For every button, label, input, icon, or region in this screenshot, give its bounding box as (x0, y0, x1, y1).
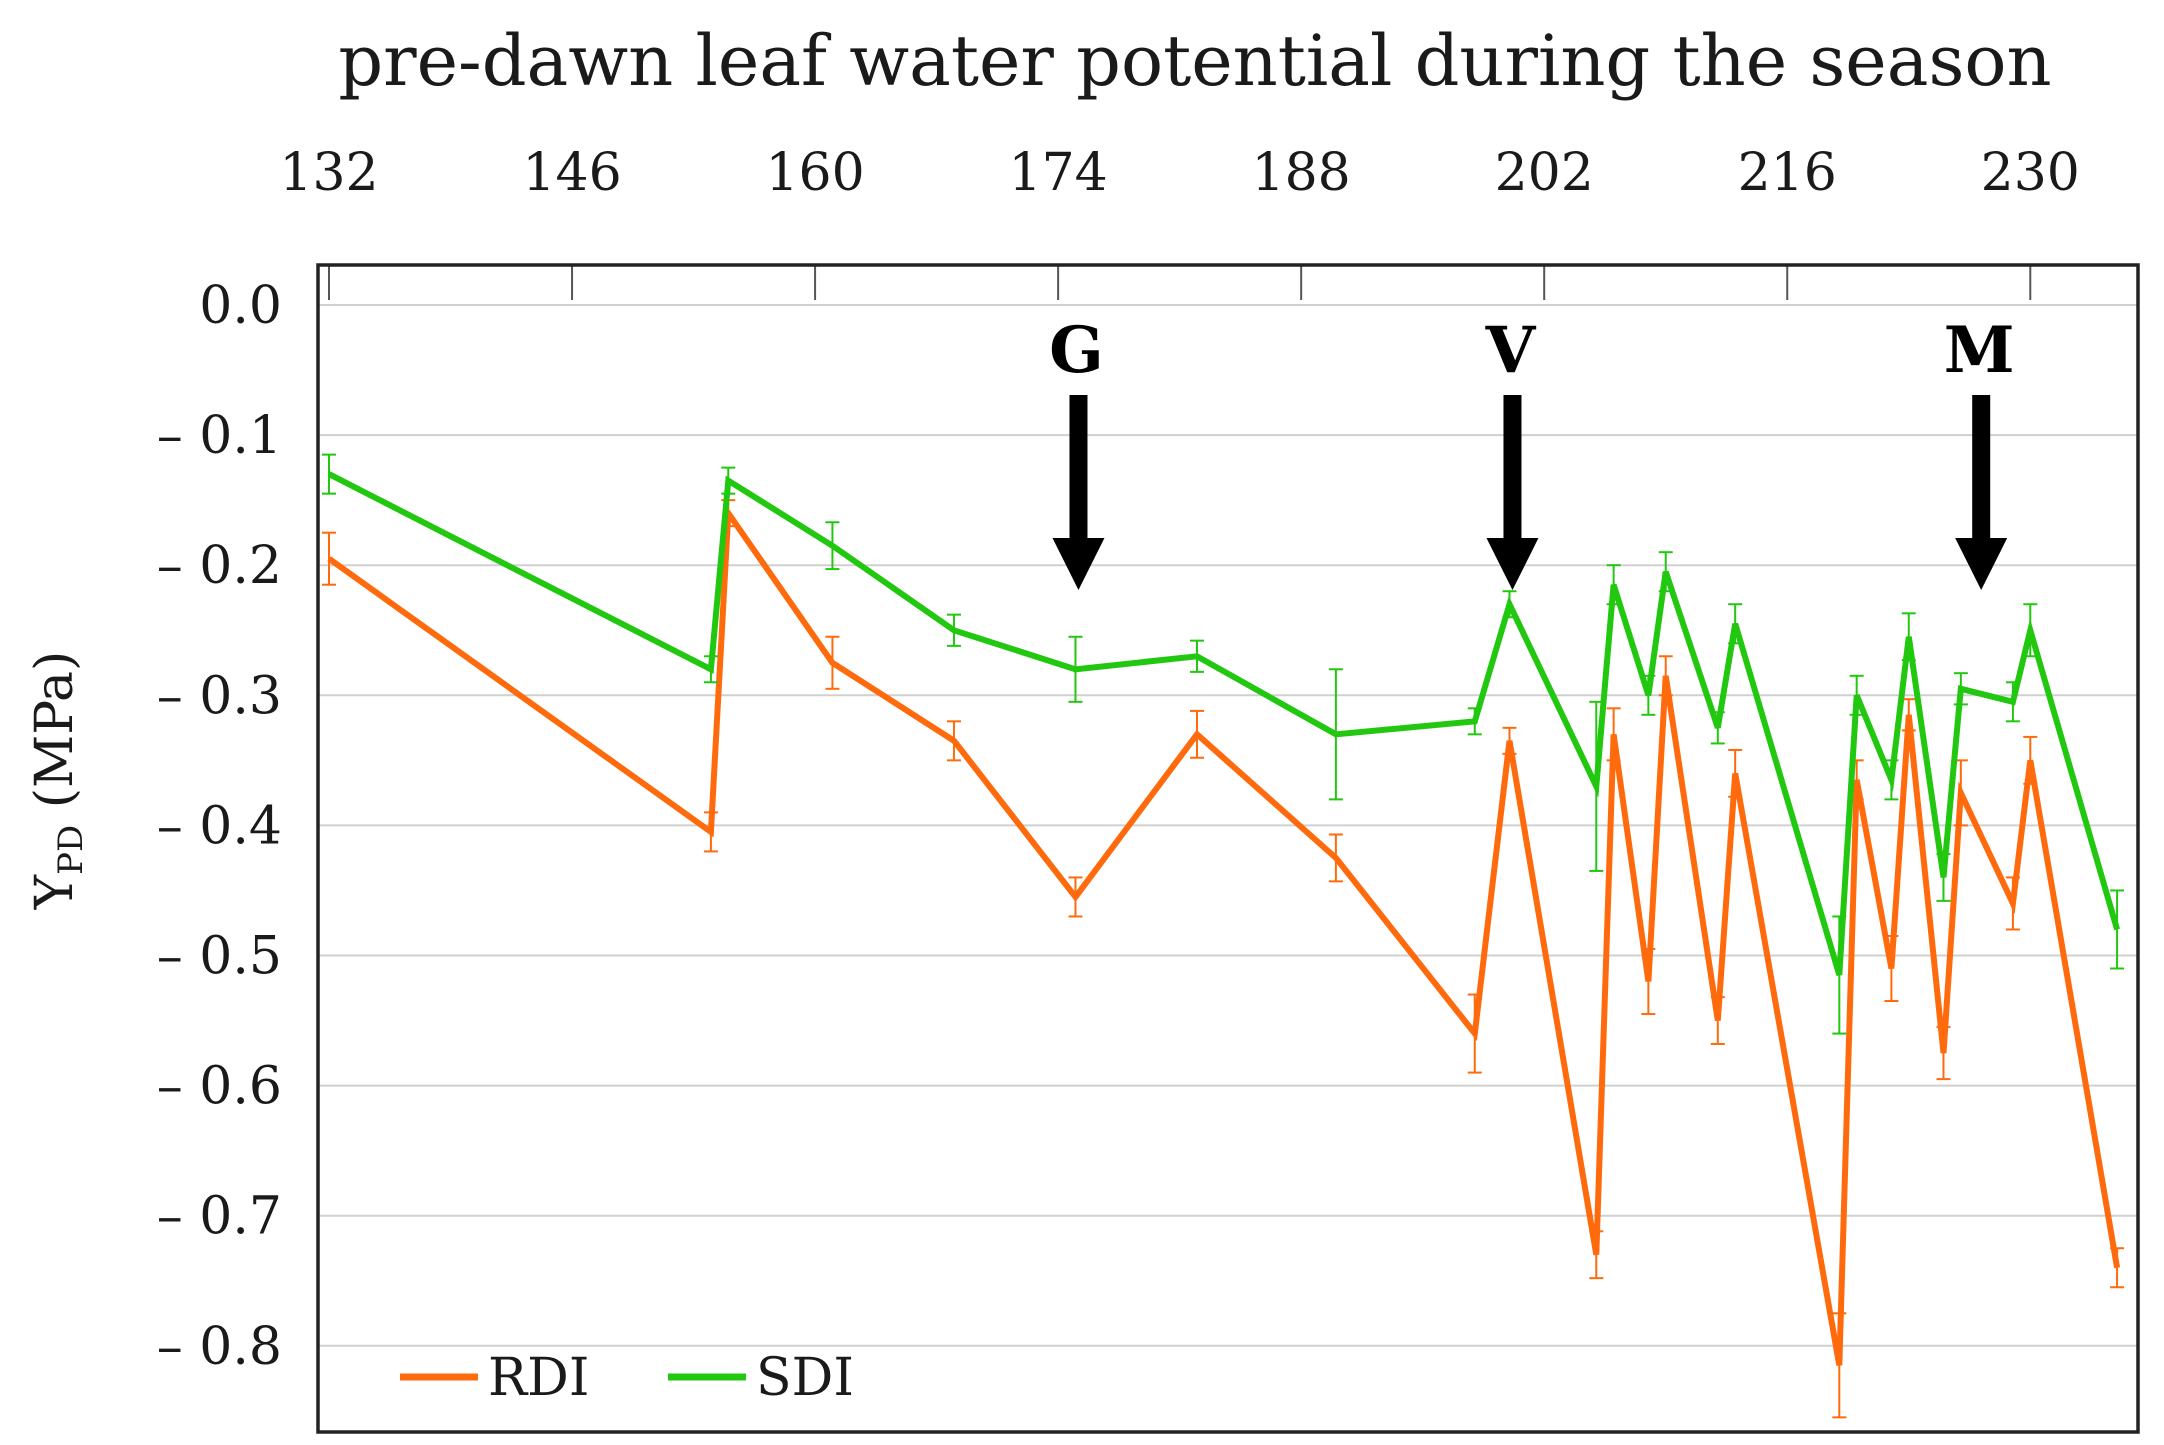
phase-marker-g: G (1049, 313, 1105, 590)
x-tick-label-7: 230 (1981, 143, 2080, 203)
x-tick-label-1: 146 (522, 143, 621, 203)
y-tick-label-2: – 0.2 (157, 536, 282, 596)
series-sdi (322, 453, 2125, 1035)
y-tick-label-4: – 0.4 (157, 796, 282, 856)
arrow-shaft-1 (1503, 395, 1522, 543)
legend-item-sdi: SDI (668, 1348, 854, 1408)
x-tick-label-0: 132 (279, 143, 378, 203)
phase-marker-v: V (1485, 313, 1539, 590)
phase-marker-label-1: V (1485, 313, 1537, 388)
y-tick-labels: 0.0 – 0.1 – 0.2 – 0.3 – 0.4 – 0.5 – 0.6 – 0.7 – … (157, 276, 282, 1377)
legend-label-sdi: SDI (756, 1348, 854, 1408)
grid-lines (318, 265, 2138, 1347)
sdi-line (327, 471, 2120, 976)
y-tick-label-8: – 0.8 (157, 1317, 282, 1377)
series-rdi (322, 499, 2125, 1419)
arrow-shaft-0 (1069, 395, 1088, 543)
y-tick-label-6: – 0.6 (157, 1057, 282, 1117)
phase-marker-m: M (1944, 313, 2015, 590)
y-axis-label-symbol: Y (25, 874, 85, 910)
arrow-shaft-2 (1972, 395, 1991, 543)
y-tick-label-1: – 0.1 (157, 406, 282, 466)
plot-frame (316, 263, 2140, 1434)
x-tick-label-5: 202 (1495, 143, 1594, 203)
y-axis-label-subscript: PD (51, 825, 91, 875)
series-layer (322, 453, 2125, 1419)
legend: RDI SDI (400, 1348, 854, 1408)
down-arrow-icon (1955, 538, 2008, 590)
y-axis-label: YPD (MPa) (25, 651, 91, 910)
down-arrow-icon (1486, 538, 1539, 590)
x-tick-label-2: 160 (765, 143, 864, 203)
legend-label-rdi: RDI (488, 1348, 589, 1408)
x-tick-label-3: 174 (1008, 143, 1107, 203)
y-tick-label-7: – 0.7 (157, 1187, 282, 1247)
y-tick-label-5: – 0.5 (157, 927, 282, 987)
phase-marker-label-2: M (1944, 313, 2015, 388)
x-tick-labels: 132 146 160 174 188 202 216 230 (279, 143, 2080, 203)
phase-marker-label-0: G (1049, 313, 1104, 388)
rdi-line (327, 504, 2121, 1366)
x-tick-label-4: 188 (1252, 143, 1351, 203)
y-tick-label-0: 0.0 (199, 276, 282, 336)
legend-item-rdi: RDI (400, 1348, 589, 1408)
down-arrow-icon (1052, 538, 1105, 590)
y-axis-label-unit: (MPa) (25, 651, 85, 825)
y-tick-label-3: – 0.3 (157, 666, 282, 726)
chart-title: pre-dawn leaf water potential during the… (338, 20, 2051, 102)
x-tick-label-6: 216 (1738, 143, 1837, 203)
